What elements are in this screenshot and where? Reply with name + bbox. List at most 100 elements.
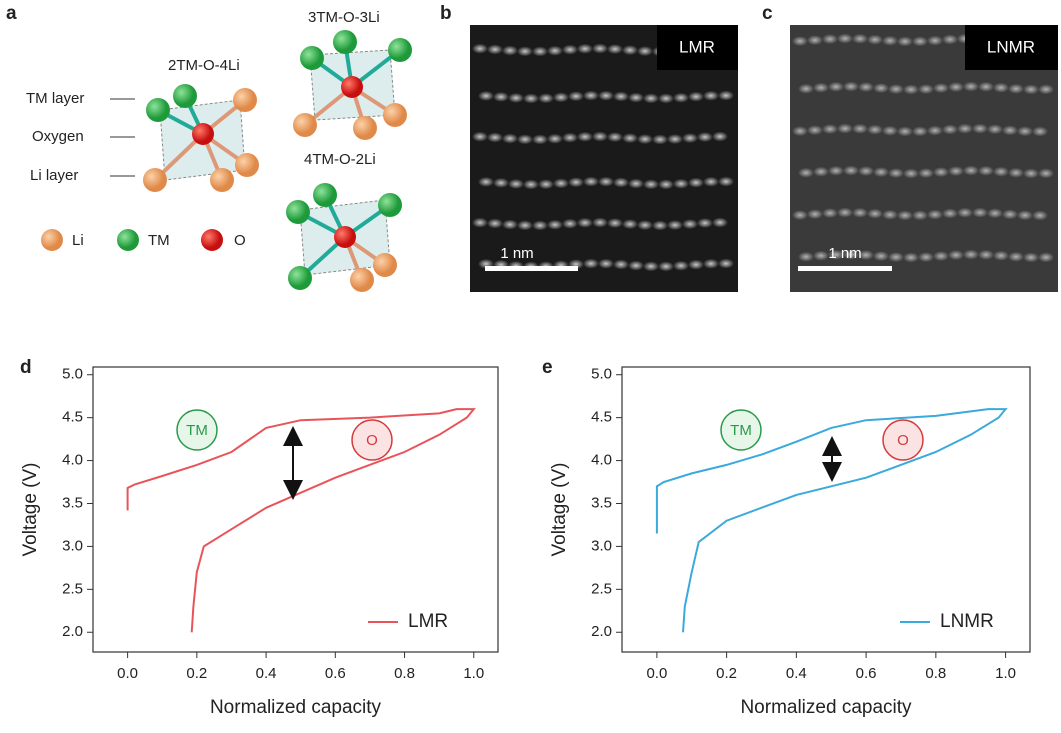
x-tick-label: 0.2	[716, 665, 737, 682]
atom-column	[523, 93, 539, 104]
tag-box	[965, 25, 1058, 70]
atom-column	[577, 131, 593, 142]
structure-label: 3TM-O-3Li	[308, 9, 380, 26]
atom-column	[813, 82, 829, 93]
structure-label: 2TM-O-4Li	[168, 57, 240, 74]
atom-column	[592, 43, 608, 54]
annotation: O	[366, 432, 378, 449]
atom-column	[978, 165, 994, 176]
atom-column	[1032, 210, 1048, 221]
atom-column	[912, 126, 928, 137]
atom-column	[858, 82, 874, 93]
x-tick-label: 0.6	[856, 665, 877, 682]
legend-label: TM	[148, 232, 170, 249]
atom-column	[828, 249, 844, 260]
atom-column	[517, 46, 533, 57]
legend-label: O	[234, 232, 246, 249]
atom-column	[987, 124, 1003, 135]
panel-label: c	[762, 3, 773, 24]
atom-column	[888, 252, 904, 263]
y-tick-label: 2.5	[62, 580, 83, 597]
atom-column	[993, 166, 1009, 177]
atom-column	[568, 177, 584, 188]
atom-column	[927, 125, 943, 136]
atom-column	[897, 126, 913, 137]
atom-column	[912, 210, 928, 221]
atom-column	[658, 261, 674, 272]
structure-label: 4TM-O-2Li	[304, 151, 376, 168]
atom-column	[852, 207, 868, 218]
atom-column	[1023, 84, 1039, 95]
atom-column	[897, 36, 913, 47]
atom-column	[583, 258, 599, 269]
y-tick-label: 3.5	[591, 494, 612, 511]
atom-column	[562, 44, 578, 55]
atom-column	[822, 208, 838, 219]
atom-column	[577, 43, 593, 54]
atom-column	[493, 91, 509, 102]
y-axis-title: Voltage (V)	[20, 463, 41, 557]
layer-label: Li layer	[30, 167, 78, 184]
x-tick-label: 1.0	[995, 665, 1016, 682]
atom-column	[843, 81, 859, 92]
atom-column	[718, 176, 734, 187]
atom-column	[508, 178, 524, 189]
atom-column	[583, 90, 599, 101]
y-tick-label: 4.0	[62, 452, 83, 469]
atom-column	[577, 217, 593, 228]
atom-column	[957, 207, 973, 218]
y-tick-label: 5.0	[591, 366, 612, 383]
atom-column	[828, 81, 844, 92]
x-tick-label: 1.0	[463, 665, 484, 682]
atom-column	[948, 250, 964, 261]
x-tick-label: 0.4	[786, 665, 807, 682]
atom-column	[472, 131, 488, 142]
image-tag: LMR	[679, 37, 715, 56]
atom-column	[607, 132, 623, 143]
atom-column	[918, 84, 934, 95]
atom-column	[688, 177, 704, 188]
octahedra	[143, 30, 412, 292]
y-tick-label: 4.5	[62, 409, 83, 426]
atom-column	[858, 166, 874, 177]
layer-label: TM layer	[26, 90, 84, 107]
atom-column	[927, 35, 943, 46]
atom-column	[918, 168, 934, 179]
atom-column	[903, 252, 919, 263]
atom-column	[843, 165, 859, 176]
atom-column	[1008, 167, 1024, 178]
plot-frame	[92, 366, 499, 653]
atom-column	[792, 36, 808, 47]
atom-column	[867, 124, 883, 135]
atom-column	[993, 250, 1009, 261]
y-tick-label: 3.0	[591, 537, 612, 554]
atom-column	[888, 84, 904, 95]
atom-column	[942, 34, 958, 45]
atom-column	[667, 220, 683, 231]
atom-column	[882, 209, 898, 220]
annotation: O	[897, 432, 909, 449]
atom-column	[1038, 252, 1054, 263]
atom-column	[607, 44, 623, 55]
atom-column	[532, 220, 548, 231]
atom-column	[807, 209, 823, 220]
atom-column	[553, 178, 569, 189]
atom-column	[912, 36, 928, 47]
atom-column	[792, 210, 808, 221]
atom-column	[673, 260, 689, 271]
atom-column	[637, 220, 653, 231]
atom-column	[933, 83, 949, 94]
atom-column	[703, 176, 719, 187]
atom-column	[873, 251, 889, 262]
atom-column	[643, 179, 659, 190]
atom-column	[487, 218, 503, 229]
atom-column	[873, 167, 889, 178]
annotation-circle	[176, 409, 218, 451]
atom-column	[852, 123, 868, 134]
atom-column	[858, 250, 874, 261]
atom-column	[703, 90, 719, 101]
x-tick-label: 0.0	[646, 665, 667, 682]
atom-column	[873, 83, 889, 94]
x-tick-label: 0.4	[256, 665, 277, 682]
scale-bar	[798, 266, 892, 271]
